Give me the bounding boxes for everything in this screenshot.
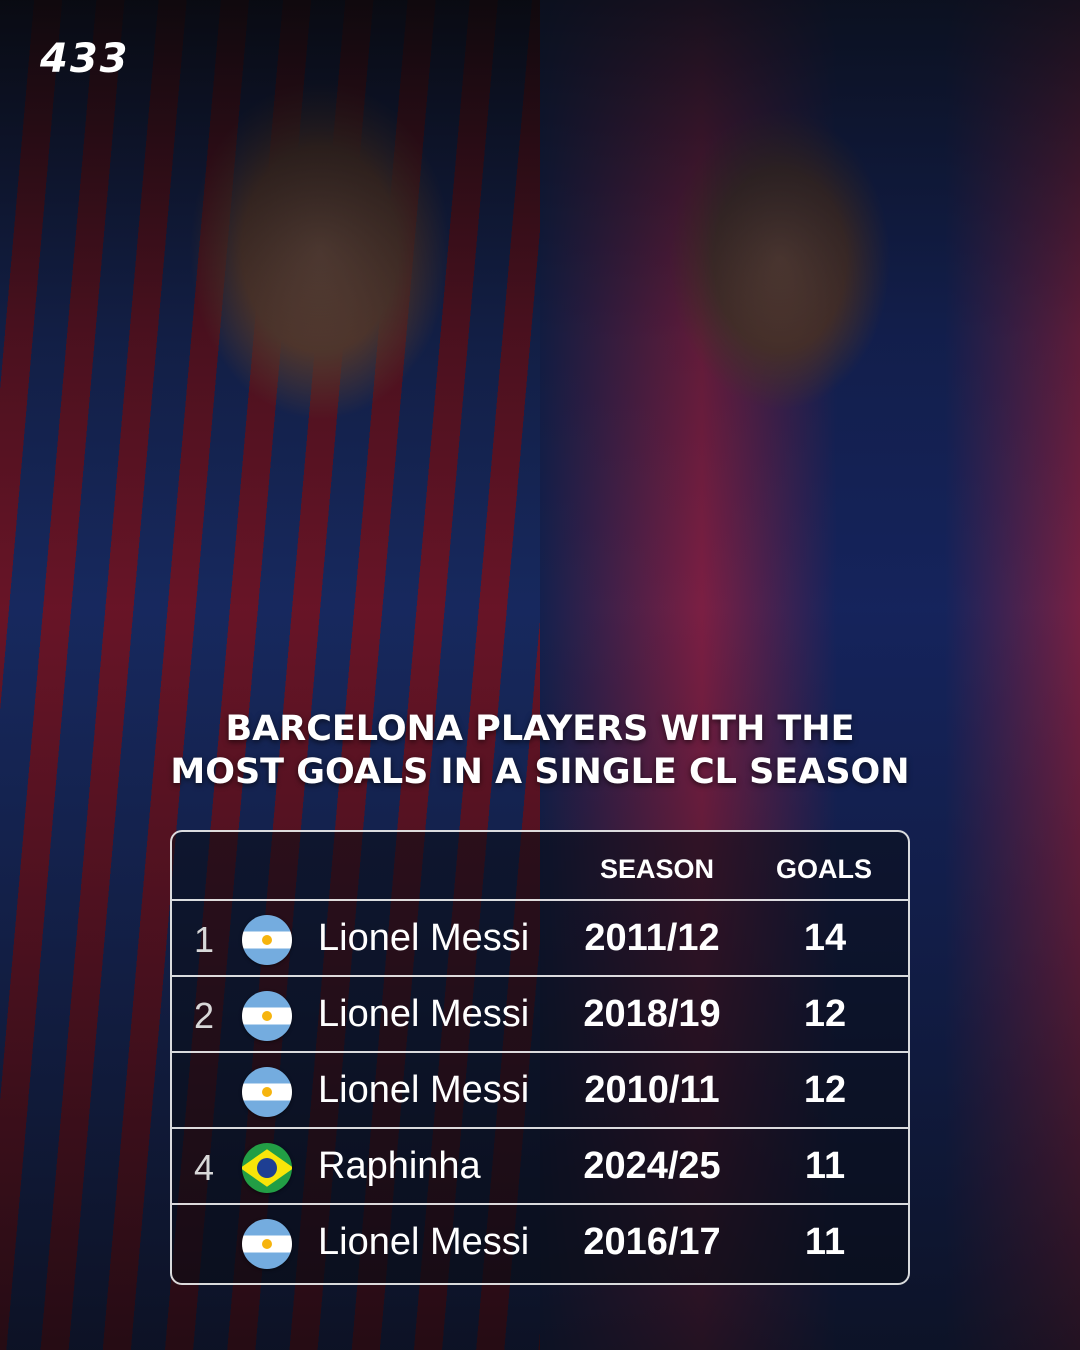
season: 2024/25 <box>583 1145 721 1187</box>
table-header: SEASON GOALS <box>172 832 908 901</box>
player-name: Lionel Messi <box>318 993 530 1035</box>
player-name: Raphinha <box>318 1145 481 1187</box>
goals: 12 <box>803 1069 847 1111</box>
rank: 4 <box>194 1147 215 1188</box>
brazil-flag-icon <box>242 1143 292 1193</box>
rank: 1 <box>194 919 215 960</box>
player-name: Lionel Messi <box>318 1069 530 1111</box>
season: 2011/12 <box>584 917 720 959</box>
goals: 11 <box>804 1221 846 1263</box>
table-row: 2 Lionel Messi 2018/19 12 <box>172 977 908 1053</box>
argentina-flag-icon <box>242 1219 292 1269</box>
goals-table: SEASON GOALS 1 Lionel Messi 2011/12 14 2 … <box>170 830 910 1285</box>
rank: 2 <box>194 995 215 1036</box>
messi-photo <box>0 0 540 1350</box>
argentina-flag-icon <box>242 1067 292 1117</box>
headline-line-2: most goals in a single CL season <box>170 752 910 792</box>
header-goals: GOALS <box>776 854 873 884</box>
argentina-flag-icon <box>242 991 292 1041</box>
headline: Barcelona players with the most goals in… <box>0 708 1080 794</box>
table-row: Lionel Messi 2010/11 12 <box>172 1053 908 1129</box>
season: 2010/11 <box>584 1069 720 1111</box>
player-name: Lionel Messi <box>318 1221 530 1263</box>
table-row: 1 Lionel Messi 2011/12 14 <box>172 901 908 977</box>
season: 2018/19 <box>583 993 721 1035</box>
goals: 11 <box>804 1145 846 1187</box>
brand-logo: 433 <box>40 36 130 82</box>
goals: 12 <box>803 993 847 1035</box>
season: 2016/17 <box>583 1221 721 1263</box>
argentina-flag-icon <box>242 915 292 965</box>
table-row: 4 Raphinha 2024/25 11 <box>172 1129 908 1205</box>
goals: 14 <box>803 917 847 959</box>
headline-line-1: Barcelona players with the <box>225 709 855 749</box>
table-row: Lionel Messi 2016/17 11 <box>172 1205 908 1281</box>
header-season: SEASON <box>600 854 715 884</box>
player-name: Lionel Messi <box>318 917 530 959</box>
